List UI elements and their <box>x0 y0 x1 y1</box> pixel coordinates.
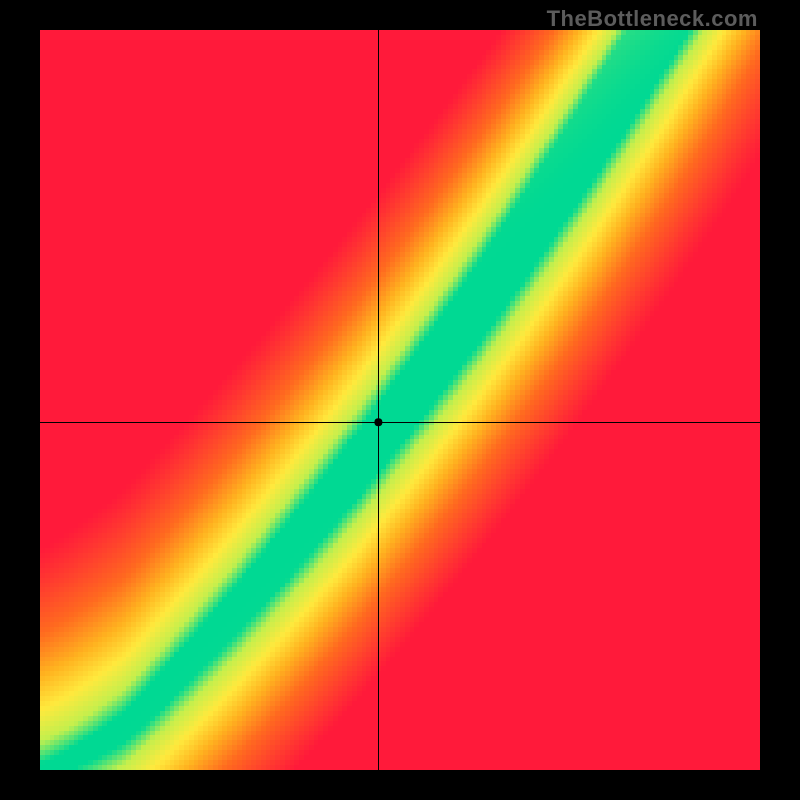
bottleneck-heatmap <box>40 30 760 770</box>
watermark-text: TheBottleneck.com <box>547 6 758 32</box>
root: { "canvas": { "width": 800, "height": 80… <box>0 0 800 800</box>
